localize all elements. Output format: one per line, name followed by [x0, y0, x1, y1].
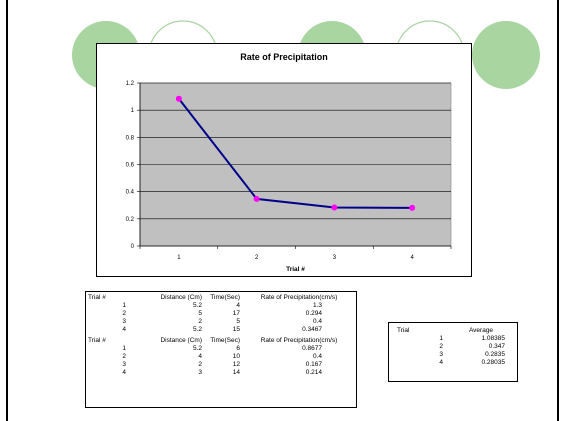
average-header-cell: Trial: [397, 327, 410, 334]
table-cell: 0.8677: [302, 345, 322, 352]
y-tick-label: 0: [131, 244, 135, 250]
table-cell: 0.294: [305, 310, 322, 317]
average-row: 4 0.28035: [389, 359, 513, 367]
average-row: 3 0.2835: [389, 351, 513, 359]
table-cell: 3: [198, 369, 202, 376]
table-cell: 4: [122, 326, 126, 333]
table-cell: 0.3467: [302, 326, 322, 333]
y-tick-label: 0.4: [126, 190, 135, 196]
average-cell: 3: [439, 351, 443, 358]
table-row: 2 4 10 0.4: [86, 353, 356, 361]
table-row: 3 2 12 0.167: [86, 361, 356, 369]
slide-frame: [6, 0, 559, 421]
table-cell: 5: [198, 310, 202, 317]
average-table: Trial Average 1 1.08385 2 0.347 3 0.2835 4 0.2803…: [388, 322, 518, 382]
table-cell: 2: [122, 353, 126, 360]
x-tick-label: 1: [177, 255, 181, 261]
x-axis-label: Trial #: [286, 266, 305, 273]
table-cell: 2: [122, 310, 126, 317]
table-header-cell: Distance (Cm): [160, 294, 202, 301]
table-cell: 4: [236, 302, 240, 309]
table-cell: 15: [232, 326, 240, 333]
average-cell: 0.347: [488, 343, 505, 350]
data-point: [253, 195, 260, 202]
table-cell: 0.167: [305, 361, 322, 368]
table-cell: 0.4: [312, 353, 322, 360]
table-header-cell: Distance (Cm): [160, 337, 202, 344]
average-row: 2 0.347: [389, 343, 513, 351]
table-row: 1 5.2 6 0.8677: [86, 345, 356, 353]
table-header-row: Trial # Distance (Cm) Time(Sec) Rate of Pre…: [86, 292, 356, 302]
table-cell: 12: [232, 361, 240, 368]
table-row: 4 5.2 15 0.3467: [86, 326, 356, 334]
y-tick-label: 1.2: [126, 81, 135, 87]
deco-circle-5: [472, 21, 540, 89]
table-cell: 2: [198, 318, 202, 325]
average-header-row: Trial Average: [389, 323, 513, 335]
table-cell: 3: [122, 318, 126, 325]
x-tick-label: 3: [333, 255, 337, 261]
trial-data-grid: Trial # Distance (Cm) Time(Sec) Rate of Pre…: [86, 292, 356, 377]
data-point: [409, 204, 416, 211]
table-cell: 5: [236, 318, 240, 325]
x-tick-label: 2: [255, 255, 259, 261]
average-cell: 2: [439, 343, 443, 350]
table-cell: 17: [232, 310, 240, 317]
y-tick-label: 0.2: [126, 217, 135, 223]
average-cell: 0.28035: [481, 359, 506, 366]
table-cell: 5.2: [192, 302, 202, 309]
average-cell: 0.2835: [485, 351, 505, 358]
table-row: 2 5 17 0.294: [86, 310, 356, 318]
average-cell: 4: [439, 359, 443, 366]
table-header-cell: Trial #: [88, 294, 106, 301]
table-cell: 1: [122, 345, 126, 352]
table-cell: 1.3: [312, 302, 322, 309]
table-cell: 0.4: [312, 318, 322, 325]
table-header-row: Trial # Distance (Cm) Time(Sec) Rate of Pre…: [86, 334, 356, 345]
table-header-cell: Rate of Precipitation(cm/s): [260, 337, 338, 344]
data-point: [331, 204, 338, 211]
chart-container: Rate of Precipitation 0 0.2 0.4 0.6 0.8 1 1.2 1…: [96, 43, 472, 277]
table-cell: 4: [198, 353, 202, 360]
table-cell: 1: [122, 302, 126, 309]
table-row: 4 3 14 0.214: [86, 369, 356, 377]
table-header-cell: Time(Sec): [210, 294, 240, 301]
data-point: [175, 95, 182, 102]
table-header-cell: Rate of Precipitation(cm/s): [260, 294, 338, 301]
table-header-cell: Time(Sec): [210, 337, 240, 344]
y-tick-label: 0.6: [126, 163, 135, 169]
table-header-cell: Trial #: [88, 337, 106, 344]
average-row: 1 1.08385: [389, 335, 513, 343]
table-cell: 5.2: [192, 345, 202, 352]
average-header-cell: Average: [468, 327, 494, 334]
table-cell: 6: [236, 345, 240, 352]
table-cell: 5.2: [192, 326, 202, 333]
average-cell: 1: [439, 335, 443, 342]
table-row: 1 5.2 4 1.3: [86, 302, 356, 310]
table-cell: 10: [232, 353, 240, 360]
trial-data-table: Trial # Distance (Cm) Time(Sec) Rate of Pre…: [85, 291, 357, 408]
table-cell: 0.214: [305, 369, 322, 376]
average-grid: Trial Average 1 1.08385 2 0.347 3 0.2835 4 0.2803…: [389, 323, 513, 367]
line-chart: 0 0.2 0.4 0.6 0.8 1 1.2 1 2 3 4 Trial #: [126, 81, 452, 273]
y-tick-label: 0.8: [126, 135, 135, 141]
table-cell: 2: [198, 361, 202, 368]
x-tick-label: 4: [410, 255, 414, 261]
y-tick-label: 1: [131, 108, 135, 114]
series-line: [178, 98, 413, 209]
chart-title: Rate of Precipitation: [240, 52, 328, 62]
table-cell: 4: [122, 369, 126, 376]
average-cell: 1.08385: [481, 335, 506, 342]
table-row: 3 2 5 0.4: [86, 318, 356, 326]
table-cell: 3: [122, 361, 126, 368]
table-cell: 14: [232, 369, 240, 376]
